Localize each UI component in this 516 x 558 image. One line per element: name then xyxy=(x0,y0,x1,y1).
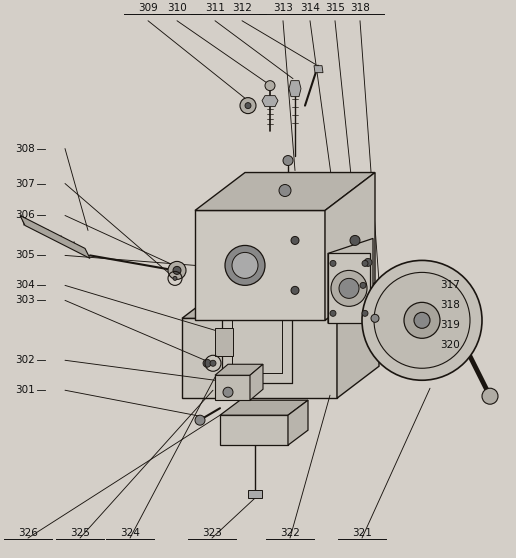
Circle shape xyxy=(283,156,293,166)
Circle shape xyxy=(225,246,265,285)
Circle shape xyxy=(362,261,368,266)
Circle shape xyxy=(404,302,440,338)
Circle shape xyxy=(360,282,366,288)
Polygon shape xyxy=(220,400,308,415)
Text: 326: 326 xyxy=(18,528,38,538)
Circle shape xyxy=(291,237,299,244)
Text: 318: 318 xyxy=(350,3,370,13)
Bar xyxy=(215,328,233,356)
Circle shape xyxy=(374,272,470,368)
Polygon shape xyxy=(325,172,375,320)
Circle shape xyxy=(350,235,360,246)
Text: 324: 324 xyxy=(120,528,140,538)
Text: 319: 319 xyxy=(440,320,460,330)
Circle shape xyxy=(232,252,258,278)
Text: 301: 301 xyxy=(15,385,35,395)
Circle shape xyxy=(279,185,291,196)
Polygon shape xyxy=(182,286,379,318)
Circle shape xyxy=(414,312,430,328)
Circle shape xyxy=(330,310,336,316)
Circle shape xyxy=(364,258,372,266)
Circle shape xyxy=(265,81,275,90)
Text: 311: 311 xyxy=(205,3,225,13)
Circle shape xyxy=(362,261,482,380)
Polygon shape xyxy=(215,364,263,375)
Bar xyxy=(328,253,370,323)
Polygon shape xyxy=(20,215,90,258)
Circle shape xyxy=(245,103,251,109)
Text: 309: 309 xyxy=(138,3,158,13)
Circle shape xyxy=(240,98,256,114)
Polygon shape xyxy=(262,95,278,107)
Circle shape xyxy=(330,261,336,266)
Text: 308: 308 xyxy=(15,143,35,153)
Polygon shape xyxy=(314,66,323,73)
Circle shape xyxy=(173,276,177,280)
Bar xyxy=(215,375,250,400)
Text: 314: 314 xyxy=(300,3,320,13)
Bar xyxy=(220,415,288,445)
Circle shape xyxy=(203,359,211,367)
Circle shape xyxy=(210,360,216,366)
Polygon shape xyxy=(328,238,373,323)
Text: 315: 315 xyxy=(325,3,345,13)
Polygon shape xyxy=(289,81,301,97)
Text: 304: 304 xyxy=(15,280,35,290)
Circle shape xyxy=(223,387,233,397)
Text: 317: 317 xyxy=(440,280,460,290)
Text: 310: 310 xyxy=(167,3,187,13)
Text: 323: 323 xyxy=(202,528,222,538)
Polygon shape xyxy=(337,286,379,398)
Text: 303: 303 xyxy=(15,295,35,305)
Polygon shape xyxy=(195,172,375,210)
Bar xyxy=(182,318,337,398)
Text: 312: 312 xyxy=(232,3,252,13)
Text: 320: 320 xyxy=(440,340,460,350)
Circle shape xyxy=(339,278,359,299)
Circle shape xyxy=(371,314,379,323)
Text: 322: 322 xyxy=(280,528,300,538)
Text: 305: 305 xyxy=(15,251,35,261)
Text: 307: 307 xyxy=(15,179,35,189)
Bar xyxy=(195,210,325,320)
Text: 321: 321 xyxy=(352,528,372,538)
Polygon shape xyxy=(288,400,308,445)
Circle shape xyxy=(291,286,299,295)
Circle shape xyxy=(173,266,181,275)
Circle shape xyxy=(331,271,367,306)
Circle shape xyxy=(195,415,205,425)
Circle shape xyxy=(482,388,498,404)
Circle shape xyxy=(362,310,368,316)
Polygon shape xyxy=(250,364,263,400)
Bar xyxy=(248,490,262,498)
Text: 306: 306 xyxy=(15,210,35,220)
Text: 313: 313 xyxy=(273,3,293,13)
Text: 302: 302 xyxy=(15,355,35,365)
Circle shape xyxy=(168,261,186,280)
Text: 318: 318 xyxy=(440,300,460,310)
Text: 325: 325 xyxy=(70,528,90,538)
